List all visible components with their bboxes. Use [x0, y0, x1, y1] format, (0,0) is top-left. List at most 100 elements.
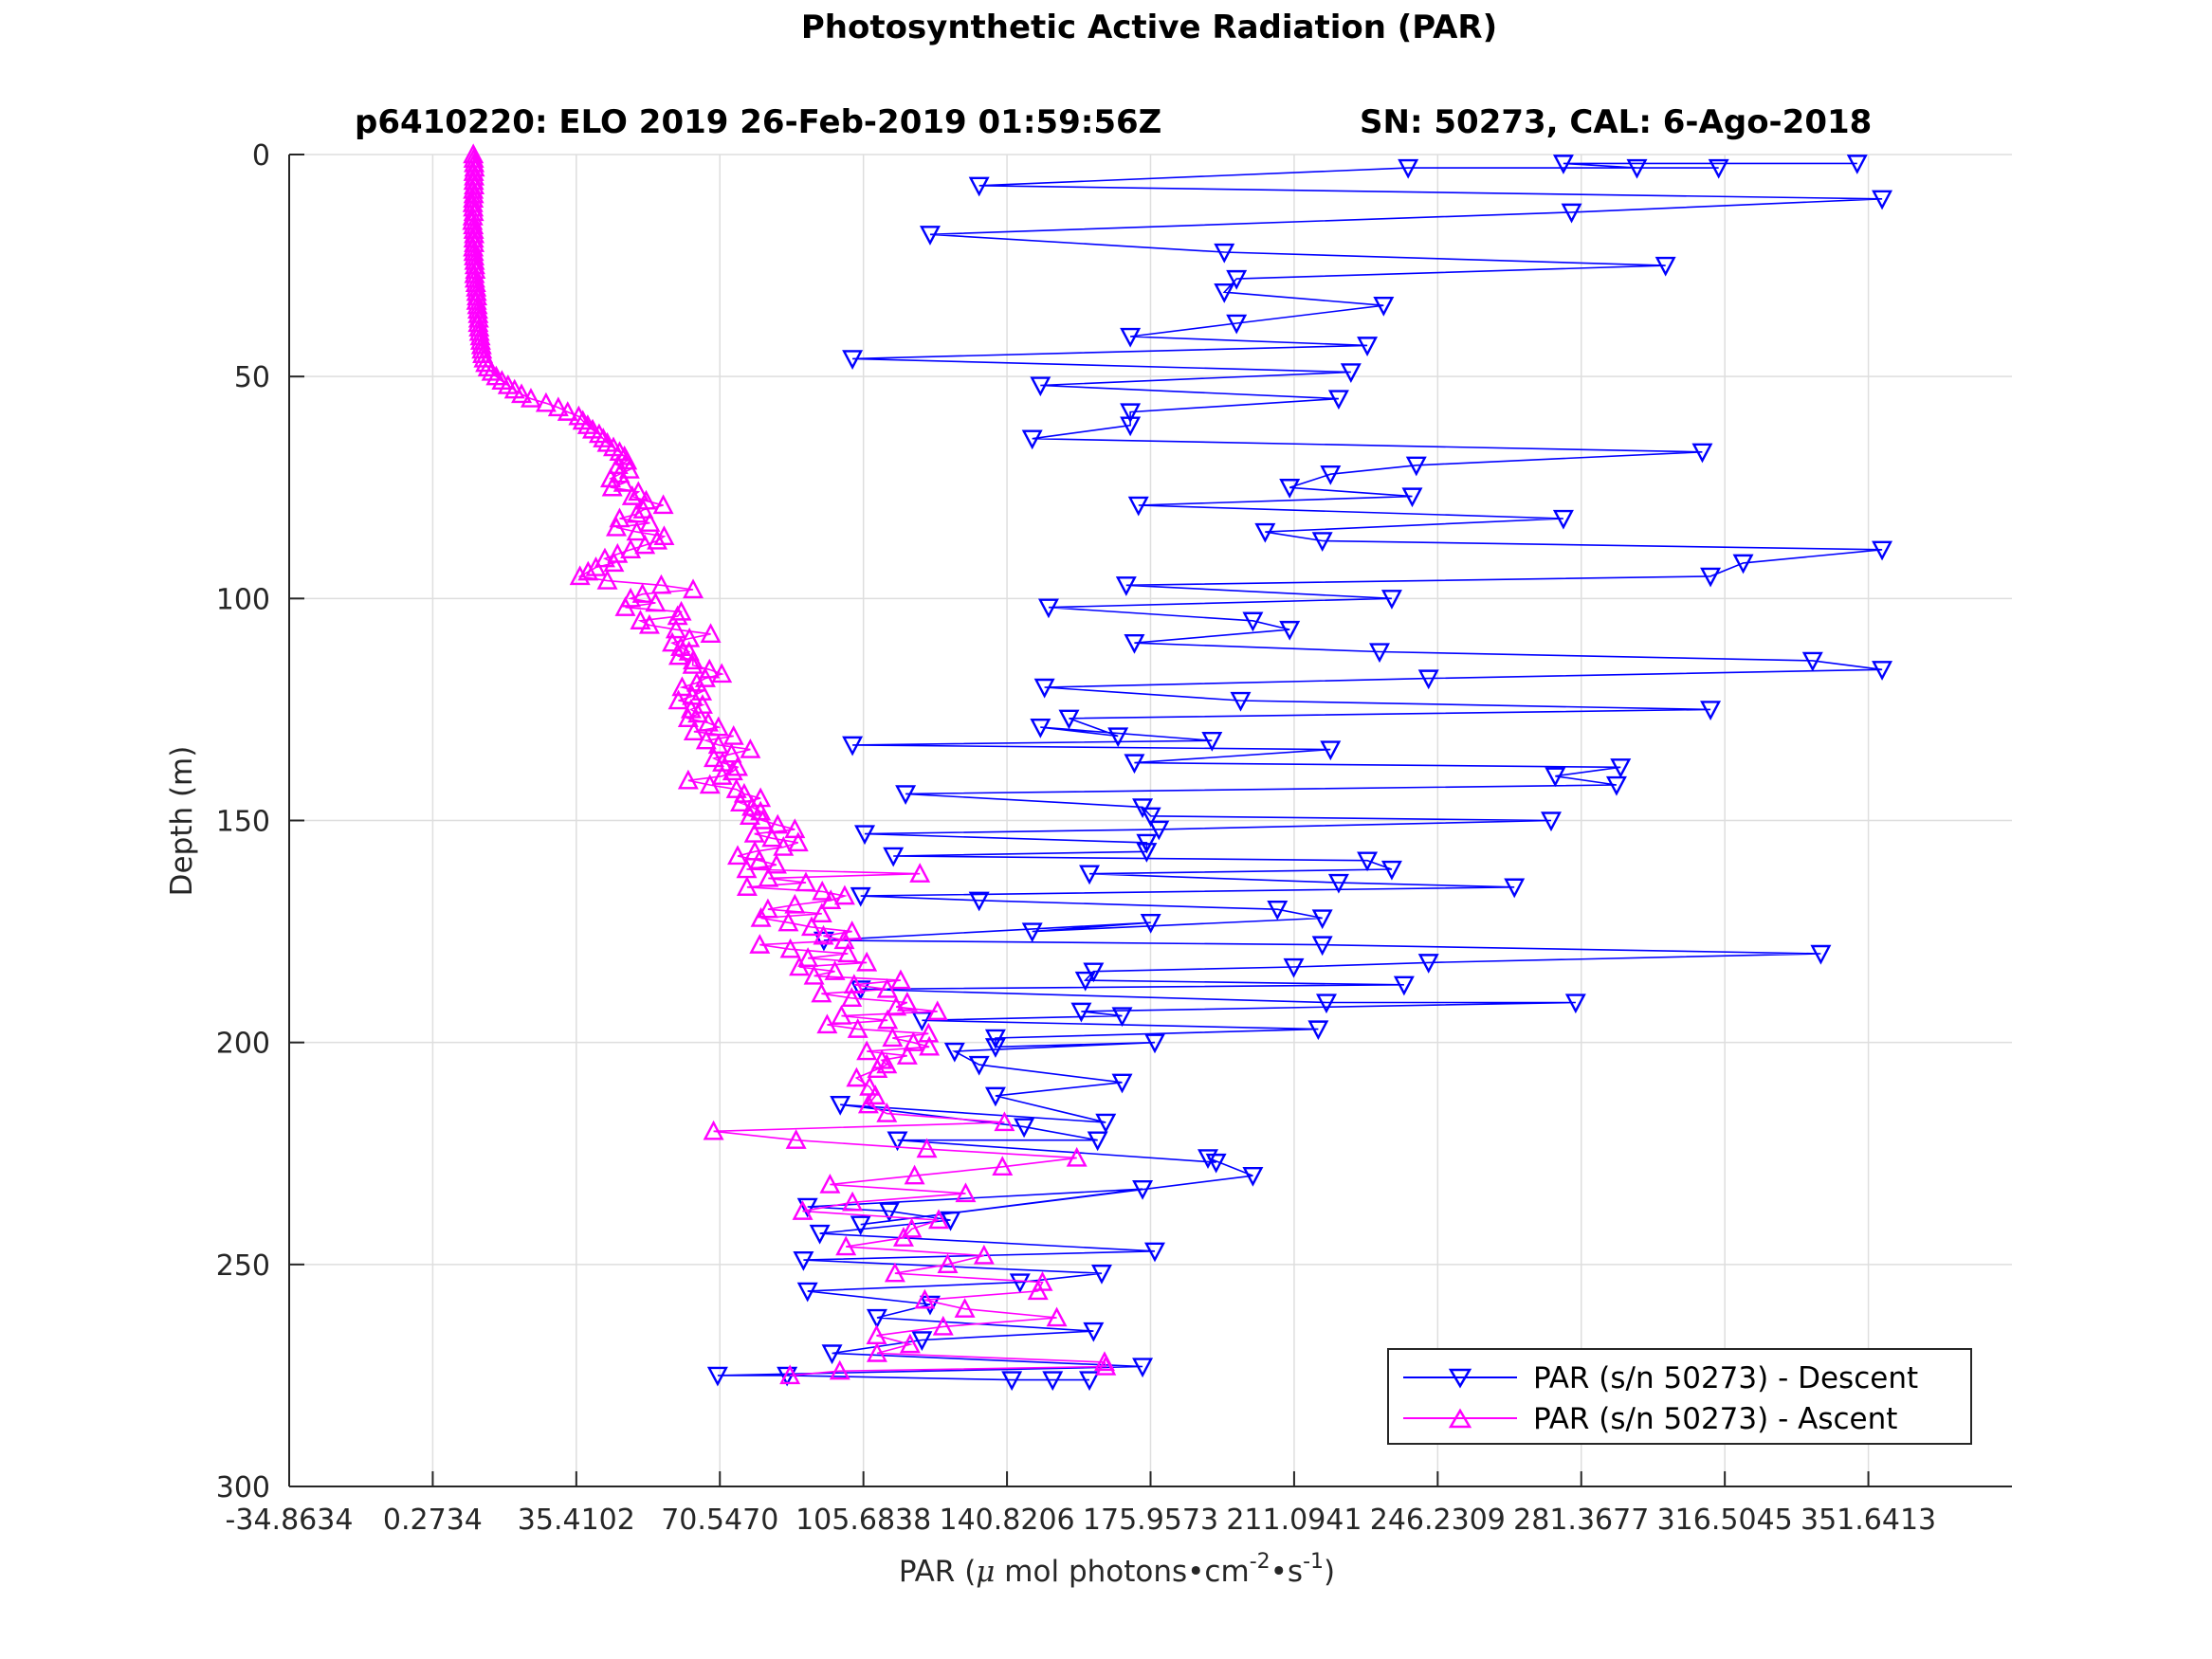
data-point-marker	[739, 805, 760, 826]
data-point-marker	[803, 964, 825, 985]
data-point-marker	[1417, 669, 1439, 690]
data-point-marker	[811, 902, 832, 923]
data-point-marker	[750, 787, 772, 808]
data-point-marker	[865, 1085, 887, 1105]
data-point-marker	[955, 1182, 977, 1203]
data-point-marker	[833, 884, 855, 905]
data-point-marker	[520, 388, 541, 408]
data-point-marker	[842, 736, 864, 757]
data-point-marker	[1810, 944, 1832, 965]
x-tick-label: -34.8634	[226, 1504, 354, 1537]
y-tick-label: 300	[216, 1471, 270, 1504]
data-point-marker	[1552, 509, 1574, 530]
data-point-marker	[796, 1282, 818, 1303]
data-point-marker	[919, 1035, 941, 1056]
data-point-marker	[1140, 807, 1161, 828]
series-ascent	[462, 143, 1117, 1385]
data-point-marker	[847, 1018, 868, 1038]
data-point-marker	[1846, 155, 1868, 174]
data-point-marker	[606, 516, 628, 537]
data-point-marker	[973, 1244, 995, 1265]
data-point-marker	[645, 592, 667, 612]
data-point-marker	[1320, 465, 1342, 485]
data-point-marker	[741, 795, 763, 816]
data-point-marker	[607, 454, 629, 475]
data-point-marker	[1132, 1180, 1154, 1200]
data-point-marker	[819, 1173, 841, 1194]
data-point-marker	[932, 1315, 954, 1336]
data-point-marker	[1079, 865, 1101, 885]
data-point-marker	[750, 906, 772, 927]
data-point-marker	[954, 1298, 976, 1318]
data-point-marker	[850, 980, 871, 1001]
data-point-marker	[670, 636, 692, 657]
data-point-marker	[820, 889, 842, 909]
data-point-marker	[1115, 576, 1137, 596]
data-point-marker	[677, 707, 699, 727]
data-point-marker	[704, 747, 725, 768]
data-point-marker	[682, 654, 704, 674]
data-point-marker	[621, 485, 643, 505]
data-point-marker	[700, 623, 722, 643]
data-point-marker	[940, 1211, 961, 1231]
data-point-marker	[1046, 1306, 1068, 1327]
data-point-marker	[1070, 1002, 1092, 1023]
data-point-marker	[1564, 994, 1586, 1014]
data-point-marker	[1393, 975, 1415, 996]
data-point-marker	[1417, 954, 1439, 974]
data-point-marker	[779, 1364, 801, 1385]
data-point-marker	[1140, 914, 1161, 934]
data-point-marker	[1340, 363, 1362, 384]
data-point-marker	[477, 356, 499, 376]
data-point-marker	[1327, 390, 1349, 410]
x-tick-label: 211.0941	[1226, 1504, 1362, 1537]
data-point-marker	[1279, 620, 1301, 641]
data-point-marker	[464, 254, 485, 275]
x-axis-label-unit2: •s	[1271, 1555, 1303, 1589]
data-point-marker	[750, 800, 772, 821]
data-point-marker	[599, 467, 621, 488]
data-point-marker	[1320, 740, 1342, 761]
data-point-marker	[1732, 554, 1754, 574]
data-point-marker	[1120, 416, 1142, 437]
data-point-marker	[585, 556, 607, 576]
data-point-marker	[687, 702, 709, 723]
data-point-marker	[867, 1058, 888, 1078]
data-point-marker	[1030, 718, 1051, 738]
data-point-marker	[919, 1295, 941, 1316]
data-point-marker	[1127, 496, 1149, 517]
data-point-marker	[773, 836, 795, 856]
data-point-marker	[1066, 1146, 1088, 1167]
data-point-marker	[793, 1250, 814, 1271]
data-point-marker	[842, 1191, 864, 1212]
data-point-marker	[896, 1045, 918, 1065]
x-tick-label: 281.3677	[1513, 1504, 1649, 1537]
data-point-marker	[1357, 851, 1379, 872]
data-point-marker	[841, 921, 863, 940]
data-point-marker	[577, 560, 599, 581]
data-point-marker	[1201, 732, 1223, 752]
data-point-marker	[831, 1005, 852, 1025]
data-point-marker	[1872, 190, 1893, 210]
data-point-marker	[850, 886, 871, 907]
data-point-marker	[837, 942, 859, 963]
data-point-marker	[904, 1164, 925, 1185]
data-point-marker	[594, 547, 615, 568]
data-point-marker	[1242, 611, 1264, 632]
data-point-marker	[1541, 811, 1562, 832]
data-point-marker	[1610, 758, 1632, 778]
data-point-marker	[903, 1031, 924, 1051]
legend: PAR (s/n 50273) - Descent PAR (s/n 50273…	[1387, 1348, 1972, 1445]
data-point-marker	[1136, 843, 1158, 863]
chart-title: Photosynthetic Active Radiation (PAR)	[801, 9, 1497, 46]
data-point-marker	[1405, 456, 1427, 477]
data-point-marker	[671, 676, 693, 697]
data-point-marker	[1691, 443, 1713, 464]
data-point-marker	[1552, 155, 1574, 174]
data-point-marker	[1801, 651, 1823, 672]
data-point-marker	[943, 1042, 965, 1063]
series-layer	[462, 143, 1893, 1392]
data-point-marker	[677, 769, 699, 790]
data-point-marker	[857, 1093, 879, 1114]
